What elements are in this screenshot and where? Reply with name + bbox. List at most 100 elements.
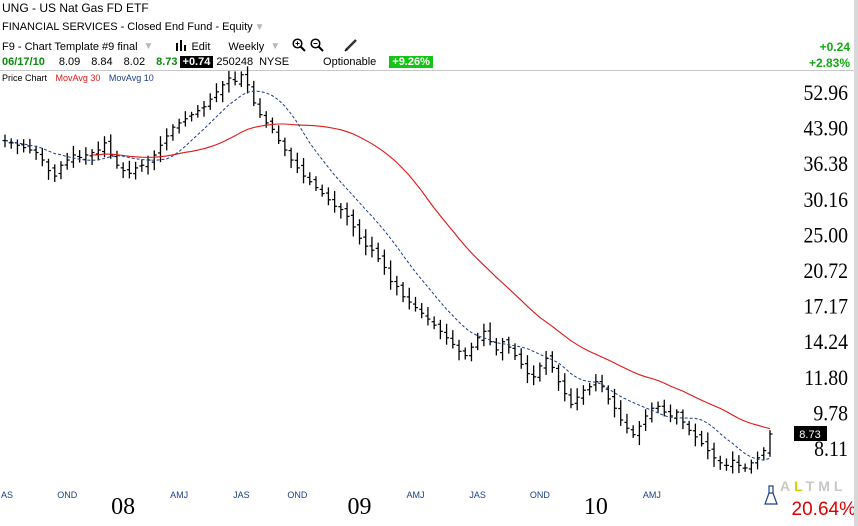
y-tick-label: 11.80 [804, 365, 848, 390]
x-tick-label: AMJ [643, 490, 661, 500]
x-tick-label: AMJ [406, 490, 424, 500]
price-bar [612, 388, 618, 418]
price-bar [139, 159, 145, 172]
price-bar [574, 388, 580, 411]
price-bar [14, 139, 20, 155]
price-bar [767, 430, 773, 457]
chart-bars-icon[interactable] [175, 39, 187, 54]
y-tick-label: 36.38 [803, 151, 848, 176]
x-year-label: 10 [584, 494, 608, 520]
zoom-in-icon[interactable] [292, 38, 306, 55]
y-tick-label: 14.24 [803, 329, 848, 354]
template-label[interactable]: F9 - Chart Template #9 final [2, 40, 138, 53]
price-bar [618, 400, 624, 426]
edit-button[interactable]: Edit [191, 40, 211, 53]
price-bar [145, 155, 151, 175]
price-bar [699, 430, 705, 447]
price-bar [83, 147, 89, 165]
price-bar [21, 139, 27, 153]
price-bar [680, 409, 686, 430]
price-bar [531, 365, 537, 386]
price-bar [120, 162, 126, 179]
high-value: 8.84 [91, 56, 113, 68]
timeframe-option[interactable]: L [833, 478, 847, 494]
right-change: +0.24 [819, 40, 850, 54]
y-tick-label: 30.16 [803, 187, 848, 212]
price-bar [39, 147, 45, 167]
price-bar [301, 157, 307, 184]
timeframe-selector: ALTML [780, 478, 846, 494]
price-bar [195, 104, 201, 118]
toolbar: F9 - Chart Template #9 final ▼ Edit Weekl… [2, 38, 358, 55]
price-bar [226, 70, 232, 93]
price-bar [157, 136, 163, 163]
price-bar [599, 374, 605, 393]
x-tick-label: OND [530, 490, 551, 500]
price-bar [251, 80, 257, 107]
price-bar [500, 338, 506, 361]
price-bar [170, 124, 176, 141]
price-bar [580, 385, 586, 405]
price-bar [412, 296, 418, 312]
price-bar [64, 152, 70, 170]
timeframe-option[interactable]: T [805, 478, 819, 494]
price-bar [400, 282, 406, 303]
price-bar [375, 242, 381, 263]
chevron-down-icon[interactable]: ▼ [254, 22, 265, 33]
chevron-down-icon[interactable]: ▼ [143, 41, 154, 52]
price-bar [462, 347, 468, 360]
price-bar [643, 409, 649, 431]
window-edge [854, 0, 858, 526]
price-bar [369, 236, 375, 258]
price-bar [307, 172, 313, 186]
price-bar [493, 337, 499, 356]
x-tick-label: OND [57, 490, 78, 500]
timeframe-option[interactable]: L [794, 478, 806, 494]
flask-icon[interactable] [764, 485, 778, 505]
price-bar [77, 150, 83, 163]
price-bar [444, 323, 450, 345]
x-tick-label: JAS [469, 490, 486, 500]
price-bar [456, 339, 462, 361]
chevron-down-icon[interactable]: ▼ [270, 41, 281, 52]
chart-legend: Price Chart MovAvg 30 MovAvg 10 [2, 73, 160, 83]
price-bar [357, 219, 363, 245]
y-tick-label: 43.90 [803, 116, 848, 141]
price-bar [568, 388, 574, 409]
timeframe-option[interactable]: M [818, 478, 834, 494]
price-bar [437, 319, 443, 340]
price-bar [232, 71, 238, 86]
category-line[interactable]: FINANCIAL SERVICES - Closed End Fund - E… [2, 21, 265, 33]
price-bar [332, 190, 338, 213]
price-bar [667, 404, 673, 423]
change-badge: +0.74 [179, 56, 214, 68]
price-bar [388, 260, 394, 290]
volume-value: 250248 [216, 56, 254, 68]
price-bar [524, 355, 530, 384]
price-bar [630, 425, 636, 438]
price-bar [89, 149, 95, 166]
price-bar [269, 117, 275, 134]
price-bar [686, 420, 692, 436]
period-select[interactable]: Weekly [228, 40, 265, 53]
price-bar [475, 332, 481, 351]
close-value: 8.73 [156, 56, 178, 68]
price-bar [736, 455, 742, 474]
price-bar [406, 287, 412, 310]
price-bar [661, 399, 667, 417]
price-bar [201, 100, 207, 117]
symbol-title: UNG - US Nat Gas FD ETF [2, 1, 149, 15]
timeframe-option[interactable]: A [780, 478, 795, 494]
header-divider [0, 70, 858, 71]
price-bar [288, 147, 294, 169]
price-bar [52, 164, 58, 182]
legend-price: Price Chart [2, 73, 48, 83]
price-bar [543, 350, 549, 375]
x-tick-label: JAS [233, 490, 250, 500]
price-bar [692, 423, 698, 447]
ma30-line [92, 123, 771, 430]
zoom-out-icon[interactable] [310, 38, 324, 55]
pencil-icon[interactable] [344, 38, 358, 55]
